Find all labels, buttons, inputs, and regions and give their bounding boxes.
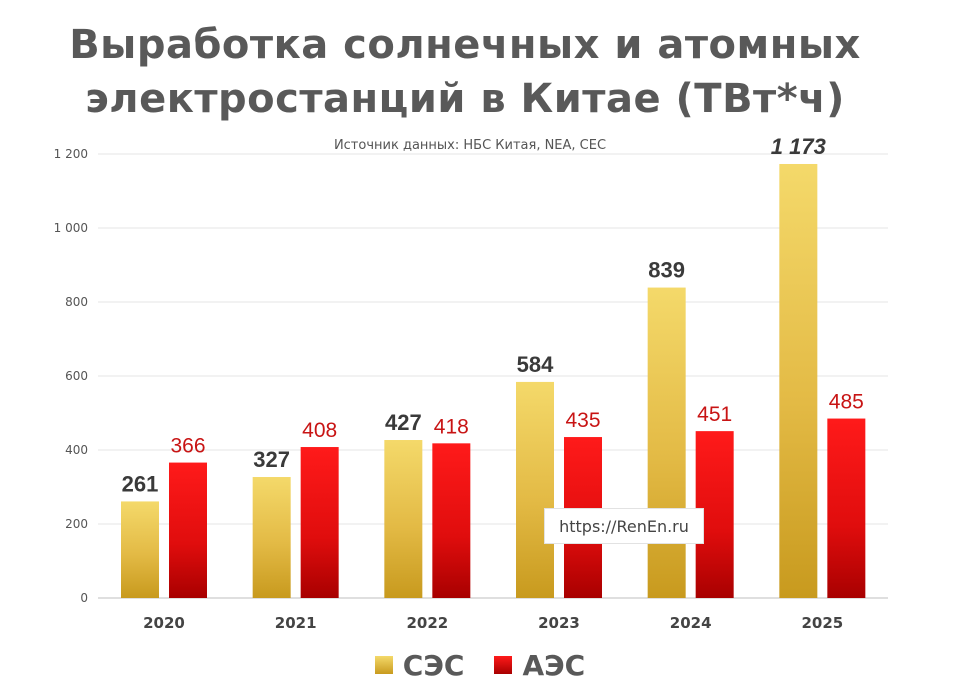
bar-solar-2024 <box>647 287 686 598</box>
legend: СЭС АЭС <box>0 645 960 685</box>
y-tick-label: 400 <box>65 443 88 457</box>
y-axis: 0 200 400 600 800 1 000 1 200 <box>54 147 88 605</box>
x-tick-label-2023: 2023 <box>538 614 580 632</box>
bars <box>121 163 866 599</box>
data-label-nuclear-2021: 408 <box>302 419 337 442</box>
chart-title: Выработка солнечных и атомных электроста… <box>0 18 930 126</box>
data-label-solar-2021: 327 <box>253 447 290 472</box>
data-label-solar-2022: 427 <box>385 410 422 435</box>
bar-nuclear-2021 <box>300 447 339 598</box>
x-axis: 2020 2021 2022 2023 2024 2025 <box>143 614 843 632</box>
y-tick-label: 1 000 <box>54 221 88 235</box>
gridlines <box>98 153 888 599</box>
bar-solar-2023 <box>516 381 554 598</box>
data-label-solar-2020: 261 <box>122 471 159 496</box>
legend-item-solar: СЭС <box>374 648 465 682</box>
legend-item-nuclear: АЭС <box>494 649 585 682</box>
legend-label-solar: СЭС <box>402 648 465 682</box>
data-label-nuclear-2023: 435 <box>565 409 600 432</box>
bar-nuclear-2022 <box>432 443 471 598</box>
x-tick-label-2020: 2020 <box>143 614 185 632</box>
bar-solar-2021 <box>252 477 291 598</box>
legend-swatch-solar <box>374 656 393 674</box>
y-tick-label: 800 <box>65 295 88 309</box>
legend-swatch-nuclear <box>494 656 513 674</box>
chart-title-line-1: Выработка солнечных и атомных <box>69 22 861 68</box>
data-label-nuclear-2020: 366 <box>170 435 205 458</box>
data-label-solar-2023: 584 <box>517 352 554 377</box>
data-label-solar-2025: 1 173 <box>771 134 826 159</box>
bar-solar-2020 <box>121 501 159 598</box>
watermark-url: https://RenEn.ru <box>544 508 704 544</box>
data-label-nuclear-2025: 485 <box>829 391 864 414</box>
data-label-nuclear-2024: 451 <box>697 403 732 426</box>
y-tick-label: 200 <box>65 517 88 531</box>
data-label-solar-2024: 839 <box>648 258 685 283</box>
y-tick-label: 1 200 <box>54 147 88 161</box>
x-tick-label-2024: 2024 <box>670 614 712 632</box>
chart-source-note: Источник данных: НБС Китая, NEA, CEC <box>333 138 607 153</box>
bar-solar-2022 <box>384 440 423 598</box>
y-tick-label: 600 <box>65 369 88 383</box>
bar-nuclear-2025 <box>827 418 866 598</box>
bar-solar-2025 <box>779 163 818 599</box>
x-tick-label-2021: 2021 <box>275 614 317 632</box>
x-tick-label-2025: 2025 <box>801 614 843 632</box>
bar-nuclear-2020 <box>169 462 207 598</box>
data-labels: 261 366 327 408 427 418 584 435 839 451 1 173 485 <box>122 134 864 496</box>
y-tick-label: 0 <box>80 591 88 605</box>
legend-label-nuclear: АЭС <box>522 648 586 682</box>
chart-title-line-2: электростанций в Китае (ТВт*ч) <box>85 76 845 122</box>
data-label-nuclear-2022: 418 <box>434 415 469 438</box>
x-tick-label-2022: 2022 <box>406 614 448 632</box>
